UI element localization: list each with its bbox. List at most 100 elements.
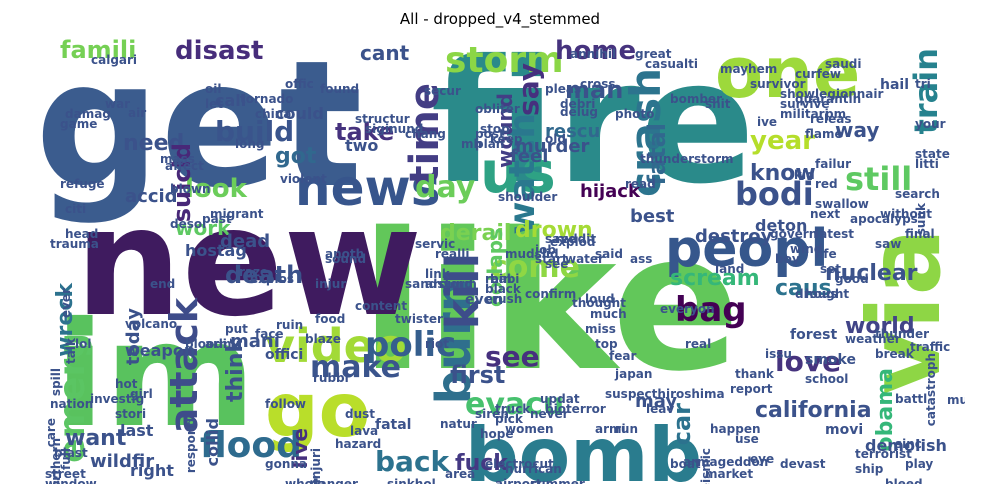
word-forest: forest	[790, 327, 838, 343]
word-end: end	[150, 277, 176, 291]
word-bloodi: bloodi	[185, 337, 227, 351]
word-bleed: bleed	[885, 477, 923, 484]
word-could: could	[275, 104, 324, 123]
word-ive: ive	[757, 115, 778, 129]
word-last: last	[120, 421, 154, 440]
word-hijack: hijack	[580, 181, 640, 202]
word-debri: debri	[560, 97, 596, 111]
word-dust: dust	[345, 407, 376, 421]
word-leav: leav	[646, 402, 675, 416]
word-litti: litti	[915, 157, 939, 171]
word-fuck: fuck	[455, 451, 508, 476]
word-respond: respond	[184, 418, 198, 474]
word-next: next	[810, 207, 841, 221]
word-suspecthiroshima: suspecthiroshima	[605, 387, 725, 401]
word-spill: spill	[49, 368, 63, 397]
word-call: call	[215, 91, 247, 110]
word-blown: blown	[170, 182, 211, 196]
word-school: school	[805, 372, 849, 386]
word-ship: ship	[855, 462, 884, 476]
word-market: market	[705, 467, 754, 481]
word-smoke: smoke	[805, 352, 856, 368]
word-kid: kid	[794, 168, 815, 182]
word-black: black	[485, 282, 521, 296]
word-babi: babi	[490, 272, 520, 286]
word-casualti: casualti	[645, 57, 698, 71]
word-fire: fire	[430, 38, 756, 222]
word-water: water	[565, 252, 604, 266]
word-man: man	[565, 76, 624, 104]
word-sign: sign	[365, 122, 394, 136]
word-twister: twister	[395, 312, 443, 326]
word-damag: damag	[65, 107, 111, 121]
word-wind: wind	[790, 242, 823, 256]
word-even: even	[465, 292, 504, 308]
word-thank: thank	[735, 367, 774, 381]
word-explos: explos	[250, 272, 294, 286]
word-famili: famili	[60, 38, 137, 64]
word-boy: boy	[775, 252, 800, 266]
word-inund: inund	[385, 122, 424, 136]
word-failur: failur	[815, 157, 852, 171]
word-hurrican: hurrican	[505, 462, 562, 476]
word-without: without	[880, 207, 933, 221]
word-mayhem: mayhem	[720, 62, 778, 76]
word-confirm: confirm	[525, 287, 577, 301]
word-flame: flame	[805, 127, 843, 141]
word-day: day	[415, 170, 476, 205]
word-play: play	[905, 457, 934, 471]
word-see: see	[545, 257, 569, 271]
word-look: look	[185, 174, 247, 204]
word-content: content	[355, 299, 408, 313]
word-anoth: anoth	[325, 247, 365, 261]
word-caus: caus	[775, 276, 832, 301]
word-quarantin: quarantin	[795, 92, 862, 106]
word-go: go	[265, 366, 371, 454]
word-reddit: reddit	[555, 232, 597, 246]
word-care: care	[44, 418, 58, 448]
word-stop: stop	[480, 122, 510, 136]
word-news: news	[295, 159, 441, 217]
word-got: got	[275, 144, 317, 169]
word-happen: happen	[710, 422, 761, 436]
word-follow: follow	[265, 397, 307, 411]
word-hope: hope	[480, 427, 514, 441]
word-catastroph: catastroph	[924, 353, 938, 427]
word-dead: dead	[220, 231, 271, 252]
word-loud: loud	[585, 292, 615, 306]
word-long: long	[235, 137, 265, 151]
word-updat: updat	[540, 392, 580, 406]
word-save: save	[545, 232, 577, 246]
word-head: head	[65, 227, 99, 241]
word-world: world	[845, 314, 915, 339]
word-face: face	[255, 327, 284, 341]
word-found: found	[320, 82, 360, 96]
word-still: still	[845, 160, 913, 198]
word-traffic: traffic	[910, 340, 951, 354]
word-citi: citi	[65, 202, 87, 216]
word-red: red	[815, 177, 838, 191]
word-make: make	[310, 350, 401, 385]
word-volcano: volcano	[125, 317, 178, 331]
word-need: need	[123, 131, 185, 156]
word-never: never	[530, 407, 569, 421]
word-video: video	[265, 319, 407, 373]
word-tri: tri	[915, 77, 931, 91]
word-devast: devast	[780, 457, 826, 471]
word-swallow: swallow	[815, 197, 869, 211]
word-break: break	[875, 347, 914, 361]
word-build: build	[215, 115, 295, 148]
word-structur: structur	[355, 112, 410, 126]
word-let: let	[205, 97, 223, 111]
word-eye: eye	[750, 452, 775, 466]
word-one: one	[715, 38, 861, 114]
word-old: old	[545, 132, 566, 146]
word-mani: mani	[230, 331, 280, 352]
word-new: new	[75, 176, 423, 350]
word-evacu: evacu	[465, 387, 565, 422]
word-around: around	[425, 277, 473, 291]
word-armageddon: armageddon	[683, 455, 769, 469]
word-right: right	[130, 461, 174, 480]
word-demolish: demolish	[865, 436, 947, 455]
word-show: show	[780, 87, 816, 101]
